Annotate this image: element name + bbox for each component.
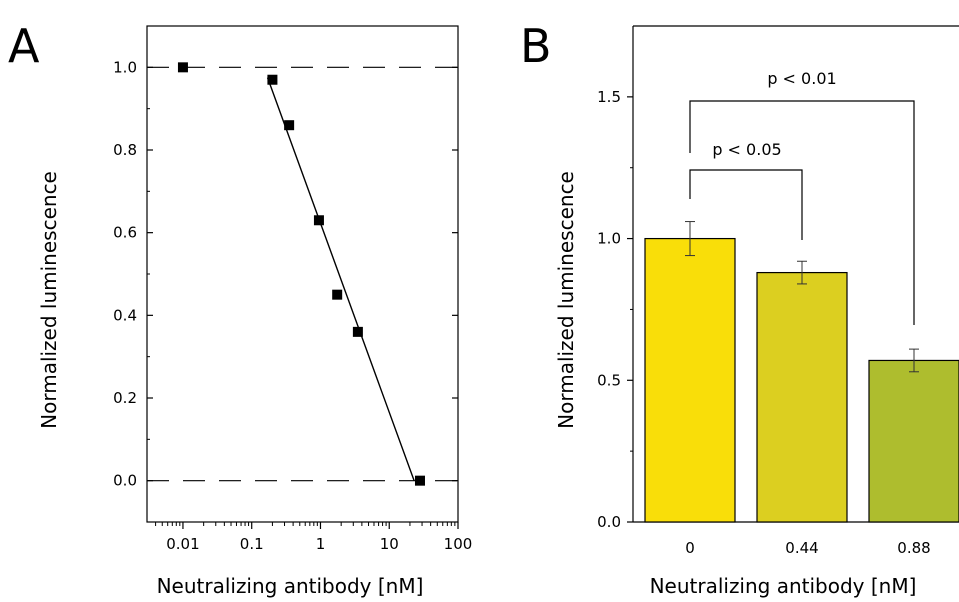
significance-label: p < 0.01: [767, 69, 836, 88]
x-tick-label: 100: [444, 535, 473, 553]
panel-a-y-axis-title: Normalized luminescence: [37, 171, 61, 429]
y-tick-label: 0.5: [597, 371, 621, 389]
x-tick-label: 10: [380, 535, 399, 553]
data-point-4: [332, 289, 343, 300]
y-tick-label: 0.0: [113, 472, 137, 490]
panel-b-x-axis-title: Neutralizing antibody [nM]: [650, 574, 917, 598]
y-tick-label: 0.2: [113, 389, 137, 407]
y-tick-label: 1.0: [597, 230, 621, 248]
panel-b-letter: B: [520, 19, 552, 73]
data-point-2: [284, 120, 295, 131]
data-point-3: [313, 215, 324, 226]
data-point-5: [352, 326, 363, 337]
x-tick-label: 0.01: [166, 535, 199, 553]
panel-b: B p < 0.05 p < 0.01 0.0 0.5 1.0 1.5 0 0.44 0.8…: [520, 19, 959, 598]
data-point-6: [414, 475, 425, 486]
significance-bracket-0: [689, 169, 803, 240]
significance-bracket-1: [689, 100, 915, 325]
y-tick-label: 0.6: [113, 224, 137, 242]
y-tick-label: 1.5: [597, 88, 621, 106]
y-tick-label: 0.8: [113, 141, 137, 159]
fit-line: [266, 77, 415, 481]
y-tick-label: 1.0: [113, 58, 137, 76]
x-tick-label: 0.1: [240, 535, 264, 553]
bar-0: [644, 237, 736, 523]
y-tick-label: 0.0: [597, 513, 621, 531]
data-point-0: [177, 62, 188, 73]
significance-label: p < 0.05: [712, 140, 781, 159]
x-tick-label: 1: [316, 535, 326, 553]
panel-a-plot-frame: [146, 25, 459, 523]
panel-b-y-axis-title: Normalized luminescence: [554, 171, 578, 429]
data-point-1: [267, 74, 278, 85]
panel-a-letter: A: [8, 19, 40, 73]
bar-2: [868, 359, 959, 523]
panel-a: A 0.0 0.2 0.4 0.6 0.8 1.0 0.01 0.1 1 10 100 Norma…: [8, 19, 472, 598]
x-tick-label: 0.44: [785, 539, 818, 557]
x-tick-label: 0: [685, 539, 695, 557]
panel-a-x-axis-title: Neutralizing antibody [nM]: [157, 574, 424, 598]
y-tick-label: 0.4: [113, 306, 137, 324]
bar-1: [756, 271, 848, 523]
x-tick-label: 0.88: [897, 539, 930, 557]
